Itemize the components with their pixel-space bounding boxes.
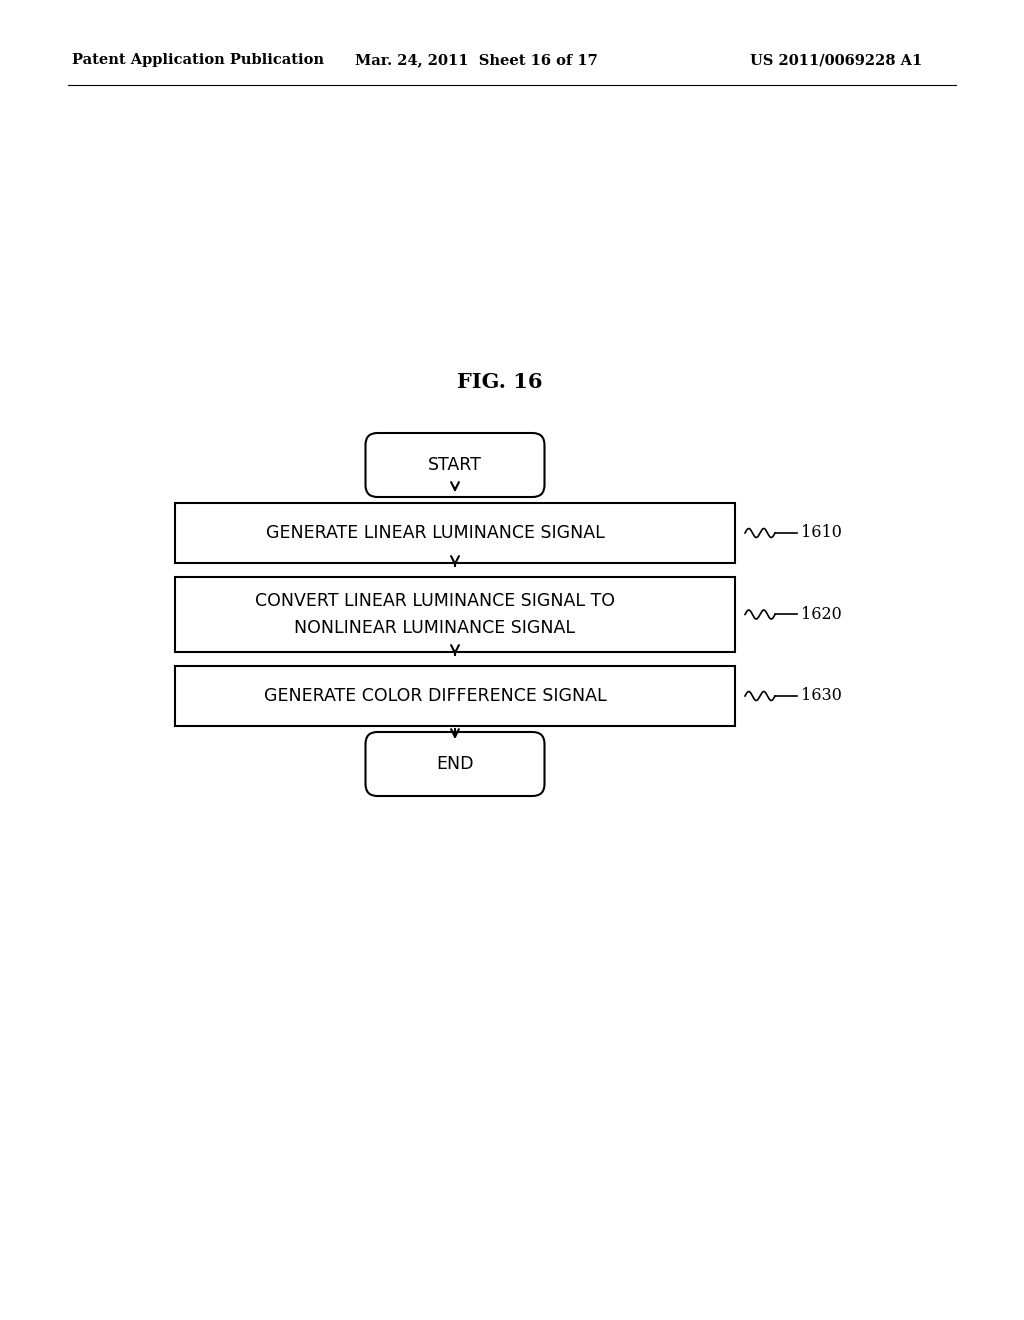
FancyBboxPatch shape	[175, 503, 735, 564]
FancyBboxPatch shape	[366, 733, 545, 796]
Text: 1630: 1630	[801, 688, 842, 705]
Text: END: END	[436, 755, 474, 774]
Text: FIG. 16: FIG. 16	[458, 372, 543, 392]
Text: Mar. 24, 2011  Sheet 16 of 17: Mar. 24, 2011 Sheet 16 of 17	[355, 53, 598, 67]
Text: START: START	[428, 455, 482, 474]
Text: CONVERT LINEAR LUMINANCE SIGNAL TO
NONLINEAR LUMINANCE SIGNAL: CONVERT LINEAR LUMINANCE SIGNAL TO NONLI…	[255, 593, 615, 636]
FancyBboxPatch shape	[366, 433, 545, 498]
Text: GENERATE COLOR DIFFERENCE SIGNAL: GENERATE COLOR DIFFERENCE SIGNAL	[264, 686, 606, 705]
Text: Patent Application Publication: Patent Application Publication	[72, 53, 324, 67]
FancyBboxPatch shape	[175, 577, 735, 652]
FancyBboxPatch shape	[175, 667, 735, 726]
Text: 1620: 1620	[801, 606, 842, 623]
Text: 1610: 1610	[801, 524, 842, 541]
Text: US 2011/0069228 A1: US 2011/0069228 A1	[750, 53, 923, 67]
Text: GENERATE LINEAR LUMINANCE SIGNAL: GENERATE LINEAR LUMINANCE SIGNAL	[265, 524, 604, 543]
